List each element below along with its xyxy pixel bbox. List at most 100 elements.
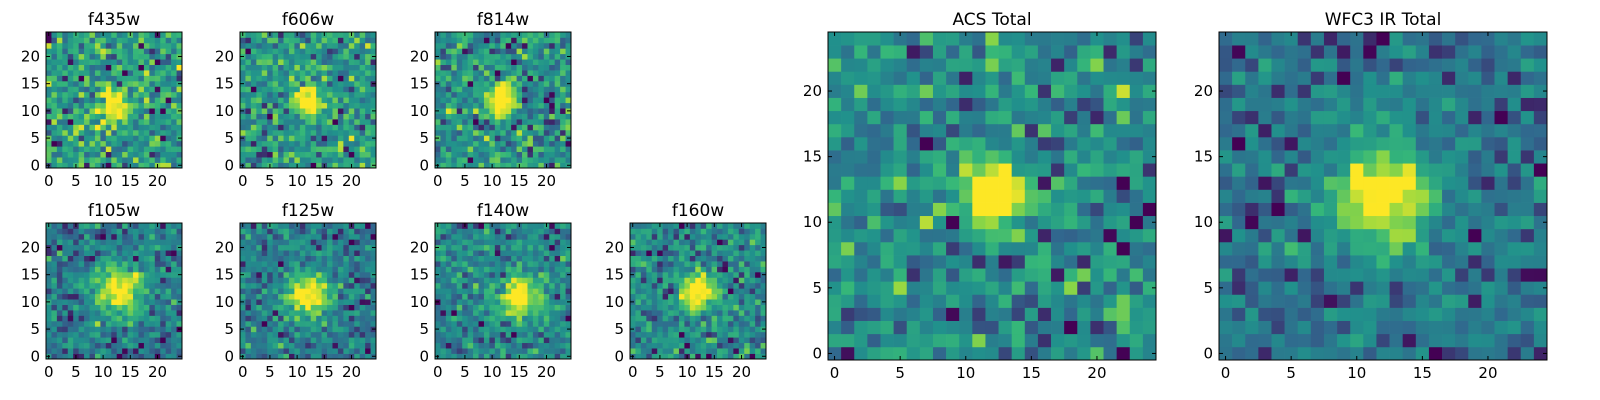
heatmap-cell <box>760 261 767 267</box>
heatmap-cell <box>841 333 855 348</box>
heatmap-cell <box>294 266 301 273</box>
heatmap-cell <box>749 304 756 311</box>
heatmap-cell <box>684 288 691 295</box>
heatmap-cell <box>706 353 712 360</box>
heatmap-cell <box>646 326 653 333</box>
heatmap-cell <box>646 223 653 229</box>
heatmap-cell <box>744 331 751 338</box>
heatmap-cell <box>1064 176 1078 190</box>
heatmap-cell <box>256 32 263 38</box>
heatmap-cell <box>321 320 328 327</box>
heatmap-cell <box>272 37 279 44</box>
heatmap-cell <box>370 337 377 344</box>
heatmap-cell <box>867 333 881 348</box>
heatmap-cell <box>100 239 107 246</box>
heatmap-cell <box>500 331 507 338</box>
heatmap-cell <box>354 129 361 136</box>
heatmap-cell <box>651 342 658 349</box>
heatmap-cell <box>500 342 507 349</box>
heatmap-cell <box>565 102 572 109</box>
heatmap-cell <box>111 97 118 104</box>
heatmap-cell <box>343 223 350 229</box>
heatmap-cell <box>500 162 507 169</box>
heatmap-cell <box>94 80 101 87</box>
heatmap-cell <box>105 266 112 273</box>
heatmap-cell <box>462 348 468 354</box>
heatmap-cell <box>959 268 973 282</box>
heatmap-cell <box>111 223 118 229</box>
heatmap-cell <box>111 86 118 93</box>
heatmap-cell <box>116 53 123 60</box>
heatmap-cell <box>522 64 528 71</box>
heatmap-cell <box>278 331 284 338</box>
heatmap-cell <box>272 48 279 55</box>
heatmap-cell <box>94 315 101 322</box>
heatmap-cell <box>288 293 295 300</box>
heatmap-cell <box>532 86 539 93</box>
heatmap-cell <box>511 326 517 333</box>
heatmap-cell <box>62 37 69 44</box>
heatmap-cell <box>689 348 696 354</box>
heatmap-cell <box>972 281 986 295</box>
heatmap-cell <box>122 244 128 251</box>
plot-frame <box>239 222 377 360</box>
heatmap-cell <box>511 233 517 240</box>
heatmap-cell <box>505 86 512 93</box>
heatmap-cell <box>651 261 658 267</box>
heatmap-cell <box>51 288 58 295</box>
heatmap-cell <box>700 315 707 322</box>
heatmap-cell <box>261 331 268 338</box>
heatmap-cell <box>343 102 350 109</box>
heatmap-cell <box>560 353 566 360</box>
heatmap-cell <box>67 97 74 104</box>
heatmap-cell <box>456 233 463 240</box>
heatmap-cell <box>278 326 284 333</box>
heatmap-cell <box>154 135 161 142</box>
heatmap-cell <box>84 326 90 333</box>
heatmap-cell <box>744 293 751 300</box>
heatmap-cell <box>250 42 257 49</box>
heatmap-cell <box>651 337 658 344</box>
heatmap-cell <box>744 223 751 229</box>
heatmap-cell <box>880 346 894 361</box>
heatmap-cell <box>673 239 680 246</box>
heatmap-cell <box>116 37 123 44</box>
heatmap-cell <box>722 348 729 354</box>
heatmap-cell <box>171 70 177 76</box>
heatmap-cell <box>505 288 512 295</box>
heatmap-cell <box>755 304 761 311</box>
heatmap-cell <box>456 271 463 278</box>
heatmap-cell <box>62 48 69 55</box>
heatmap-cell <box>283 86 290 93</box>
heatmap-cell <box>760 266 767 273</box>
heatmap-cell <box>640 244 647 251</box>
heatmap-cell <box>467 233 474 240</box>
heatmap-cell <box>359 244 366 251</box>
heatmap-cell <box>522 113 528 120</box>
heatmap-cell <box>62 244 69 251</box>
heatmap-cell <box>760 250 767 256</box>
heatmap-cell <box>343 277 350 284</box>
heatmap-cell <box>149 342 156 349</box>
heatmap-cell <box>359 113 366 120</box>
heatmap-cell <box>176 42 183 49</box>
heatmap-cell <box>62 228 69 235</box>
y-tick-label: 10 <box>605 293 624 311</box>
heatmap-cell <box>278 97 284 104</box>
heatmap-cell <box>171 266 177 273</box>
heatmap-cell <box>1142 255 1157 269</box>
heatmap-cell <box>305 244 312 251</box>
heatmap-cell <box>272 261 279 267</box>
heatmap-cell <box>473 261 479 267</box>
heatmap-cell <box>160 102 167 109</box>
heatmap-cell <box>105 146 112 153</box>
heatmap-cell <box>451 288 458 295</box>
heatmap-cell <box>111 277 118 284</box>
heatmap-cell <box>532 331 539 338</box>
heatmap-cell <box>522 80 528 87</box>
heatmap-cell <box>640 342 647 349</box>
heatmap-cell <box>462 129 468 136</box>
heatmap-cell <box>46 42 52 49</box>
heatmap-cell <box>316 108 322 114</box>
heatmap-cell <box>165 97 172 104</box>
